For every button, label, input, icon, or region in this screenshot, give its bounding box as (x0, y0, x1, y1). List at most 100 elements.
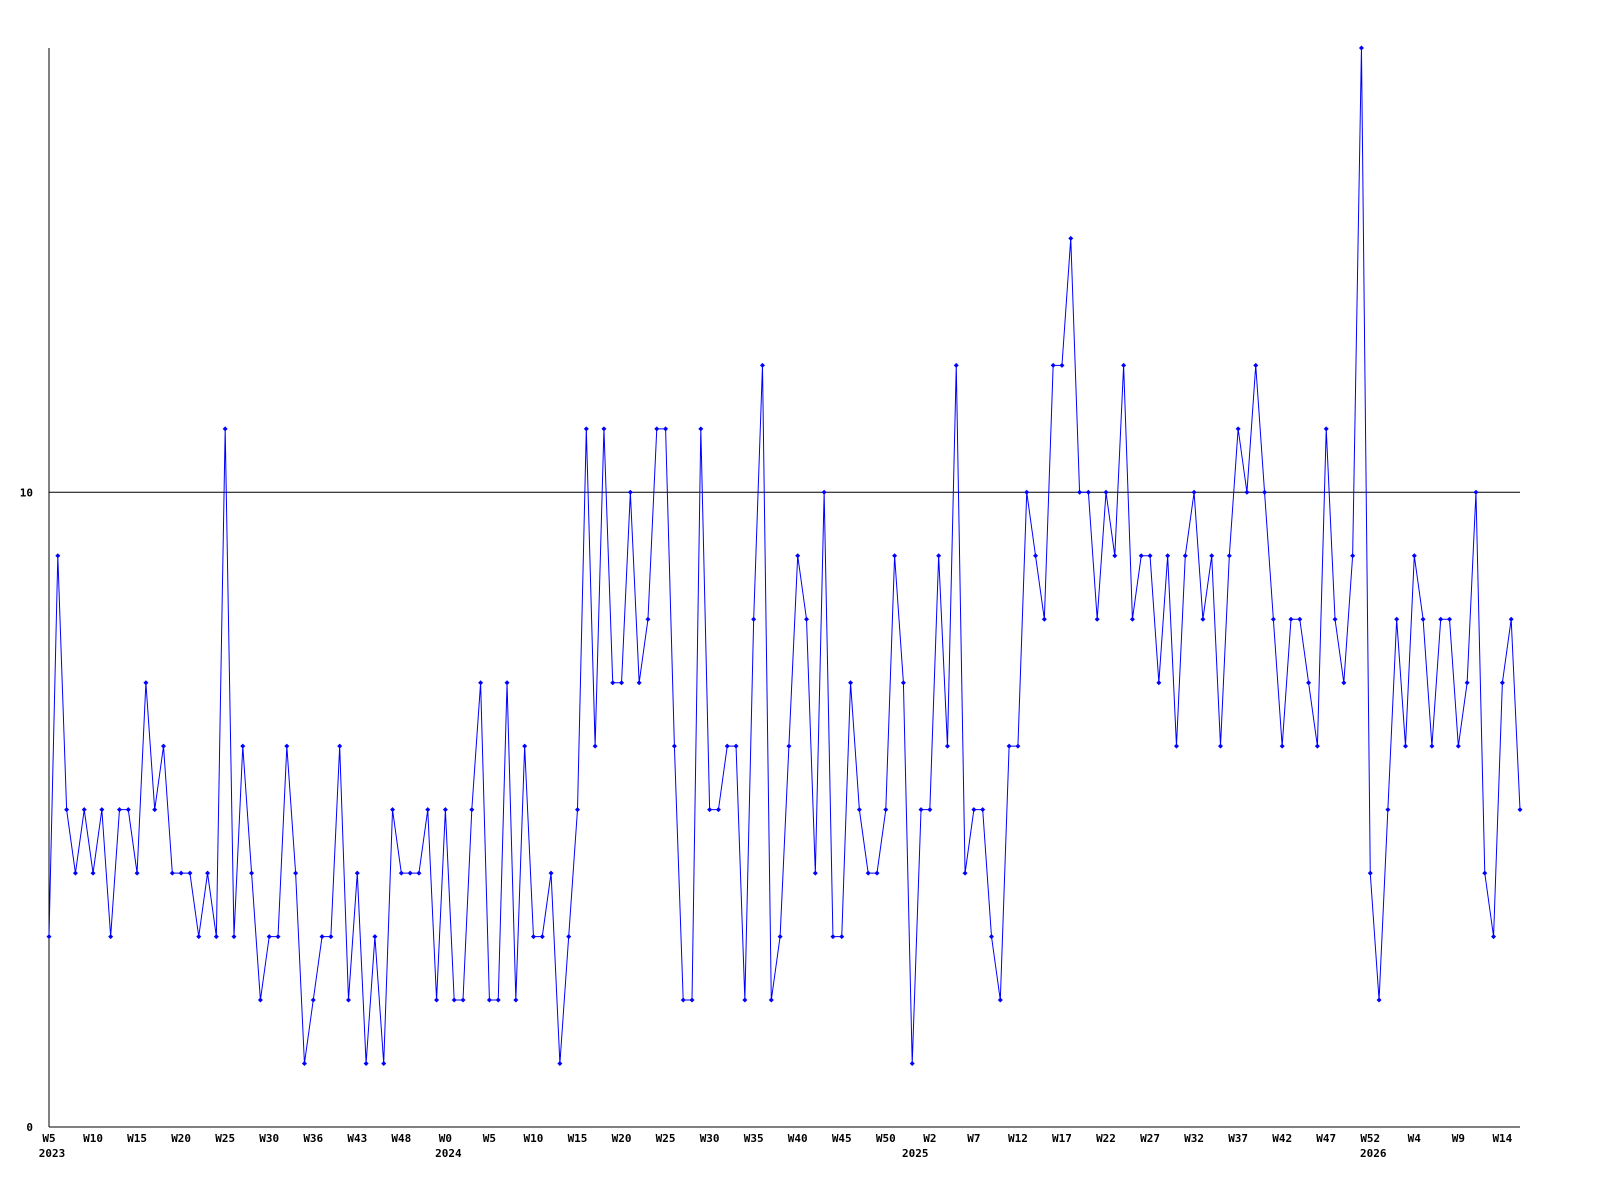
marker (768, 997, 774, 1003)
marker (81, 807, 87, 813)
marker (1156, 680, 1162, 686)
marker (900, 680, 906, 686)
y-tick-label: 0 (26, 1121, 33, 1134)
marker (284, 743, 290, 749)
marker (1455, 743, 1461, 749)
marker (698, 426, 704, 432)
marker (583, 426, 589, 432)
marker (1085, 489, 1091, 495)
marker (707, 807, 713, 813)
marker (918, 807, 924, 813)
marker (1006, 743, 1012, 749)
marker (601, 426, 607, 432)
marker (962, 870, 968, 876)
marker (249, 870, 255, 876)
marker (1253, 362, 1259, 368)
marker (1244, 489, 1250, 495)
marker (1323, 426, 1329, 432)
marker (64, 807, 70, 813)
marker (1411, 553, 1417, 559)
marker (1402, 743, 1408, 749)
marker (539, 934, 545, 940)
x-tick-label: W17 (1052, 1132, 1072, 1145)
marker (663, 426, 669, 432)
marker (398, 870, 404, 876)
marker (1464, 680, 1470, 686)
marker (372, 934, 378, 940)
marker (1385, 807, 1391, 813)
marker (1173, 743, 1179, 749)
x-tick-label: W14 (1492, 1132, 1512, 1145)
x-tick-label: W9 (1452, 1132, 1465, 1145)
marker (1077, 489, 1083, 495)
marker (671, 743, 677, 749)
marker (627, 489, 633, 495)
marker (1209, 553, 1215, 559)
marker (839, 934, 845, 940)
marker (980, 807, 986, 813)
marker (548, 870, 554, 876)
marker (530, 934, 536, 940)
marker (936, 553, 942, 559)
x-tick-label: W52 (1360, 1132, 1380, 1145)
marker (1041, 616, 1047, 622)
x-tick-label: W47 (1316, 1132, 1336, 1145)
marker (874, 870, 880, 876)
marker (266, 934, 272, 940)
marker (1112, 553, 1118, 559)
marker (513, 997, 519, 1003)
marker (927, 807, 933, 813)
marker (363, 1061, 369, 1067)
marker (90, 870, 96, 876)
x-tick-label: W20 (612, 1132, 632, 1145)
marker (196, 934, 202, 940)
marker (1147, 553, 1153, 559)
marker (1129, 616, 1135, 622)
marker (812, 870, 818, 876)
marker (143, 680, 149, 686)
marker (345, 997, 351, 1003)
marker (733, 743, 739, 749)
marker (1420, 616, 1426, 622)
marker (460, 997, 466, 1003)
x-tick-label: W27 (1140, 1132, 1160, 1145)
marker (566, 934, 572, 940)
x-tick-label: W30 (700, 1132, 720, 1145)
marker (451, 997, 457, 1003)
x-tick-label: W48 (391, 1132, 411, 1145)
marker (1508, 616, 1514, 622)
marker (1341, 680, 1347, 686)
marker (1059, 362, 1065, 368)
x-tick-label: W43 (347, 1132, 367, 1145)
y-tick-label: 10 (20, 486, 33, 499)
marker (1332, 616, 1338, 622)
marker (416, 870, 422, 876)
marker (178, 870, 184, 876)
x-tick-label: W12 (1008, 1132, 1028, 1145)
marker (1200, 616, 1206, 622)
marker (1350, 553, 1356, 559)
marker (486, 997, 492, 1003)
marker (988, 934, 994, 940)
marker (1306, 680, 1312, 686)
marker (883, 807, 889, 813)
marker (786, 743, 792, 749)
marker (619, 680, 625, 686)
marker (1103, 489, 1109, 495)
marker (257, 997, 263, 1003)
marker (169, 870, 175, 876)
marker (469, 807, 475, 813)
marker (1447, 616, 1453, 622)
marker (1033, 553, 1039, 559)
marker (892, 553, 898, 559)
marker (821, 489, 827, 495)
marker (1367, 870, 1373, 876)
x-tick-label: W25 (215, 1132, 235, 1145)
marker (804, 616, 810, 622)
x-tick-label: W42 (1272, 1132, 1292, 1145)
marker (830, 934, 836, 940)
marker (1182, 553, 1188, 559)
marker (407, 870, 413, 876)
marker (1262, 489, 1268, 495)
